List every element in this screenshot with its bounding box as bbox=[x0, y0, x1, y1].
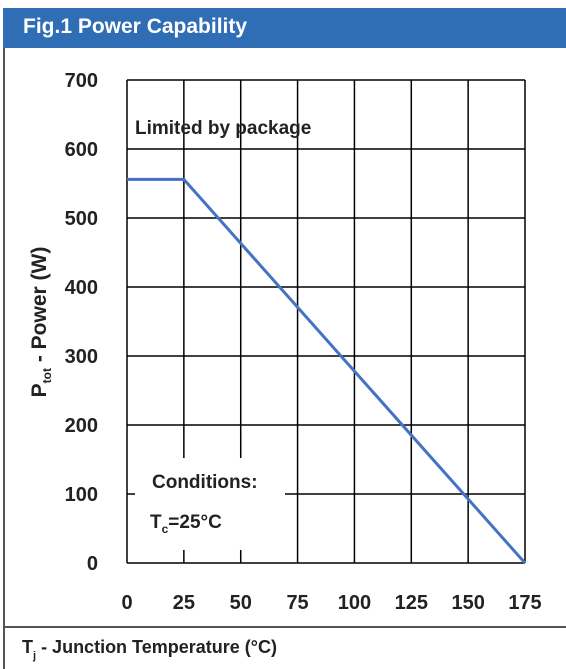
annotations: Limited by package Conditions: Tc=25°C bbox=[135, 118, 311, 550]
x-label-main: T bbox=[22, 637, 33, 657]
annotation-conditions: Conditions: bbox=[152, 472, 258, 493]
figure-title: Fig.1 Power Capability bbox=[23, 15, 248, 38]
x-label-rest: - Junction Temperature (°C) bbox=[36, 637, 277, 657]
y-tick-label: 200 bbox=[65, 415, 98, 437]
x-tick-label: 150 bbox=[451, 592, 484, 614]
x-tick-label: 175 bbox=[508, 592, 541, 614]
y-tick-label: 500 bbox=[65, 208, 98, 230]
annotation-tc: Tc=25°C bbox=[150, 512, 222, 536]
y-tick-label: 600 bbox=[65, 139, 98, 161]
y-tick-label: 300 bbox=[65, 346, 98, 368]
series-line bbox=[127, 177, 527, 564]
y-tick-label: 400 bbox=[65, 277, 98, 299]
x-axis-label: Tj - Junction Temperature (°C) bbox=[22, 637, 277, 662]
grid bbox=[126, 79, 526, 564]
conditions-box bbox=[135, 458, 285, 550]
footer-divider bbox=[3, 626, 566, 628]
x-tick-label: 50 bbox=[230, 592, 252, 614]
y-tick-label: 700 bbox=[65, 70, 98, 92]
y-tick-label: 0 bbox=[87, 553, 98, 575]
x-tick-label: 125 bbox=[395, 592, 428, 614]
y-axis-label: Ptot - Power (W) bbox=[28, 247, 54, 398]
y-axis-title: Ptot - Power (W) bbox=[28, 247, 54, 398]
y-tick-label: 100 bbox=[65, 484, 98, 506]
x-tick-labels: 0 25 50 75 100 125 150 175 bbox=[121, 592, 541, 614]
x-tick-label: 100 bbox=[338, 592, 371, 614]
x-tick-label: 75 bbox=[286, 592, 308, 614]
series-layer bbox=[127, 177, 527, 564]
x-tick-label: 25 bbox=[173, 592, 195, 614]
y-tick-labels: 0 100 200 300 400 500 600 700 bbox=[65, 70, 98, 575]
figure-frame bbox=[3, 8, 566, 669]
annotation-limited-by-package: Limited by package bbox=[135, 118, 311, 139]
x-tick-label: 0 bbox=[121, 592, 132, 614]
figure-header: Fig.1 Power Capability bbox=[3, 8, 566, 48]
x-label-subscript: j bbox=[33, 650, 37, 662]
